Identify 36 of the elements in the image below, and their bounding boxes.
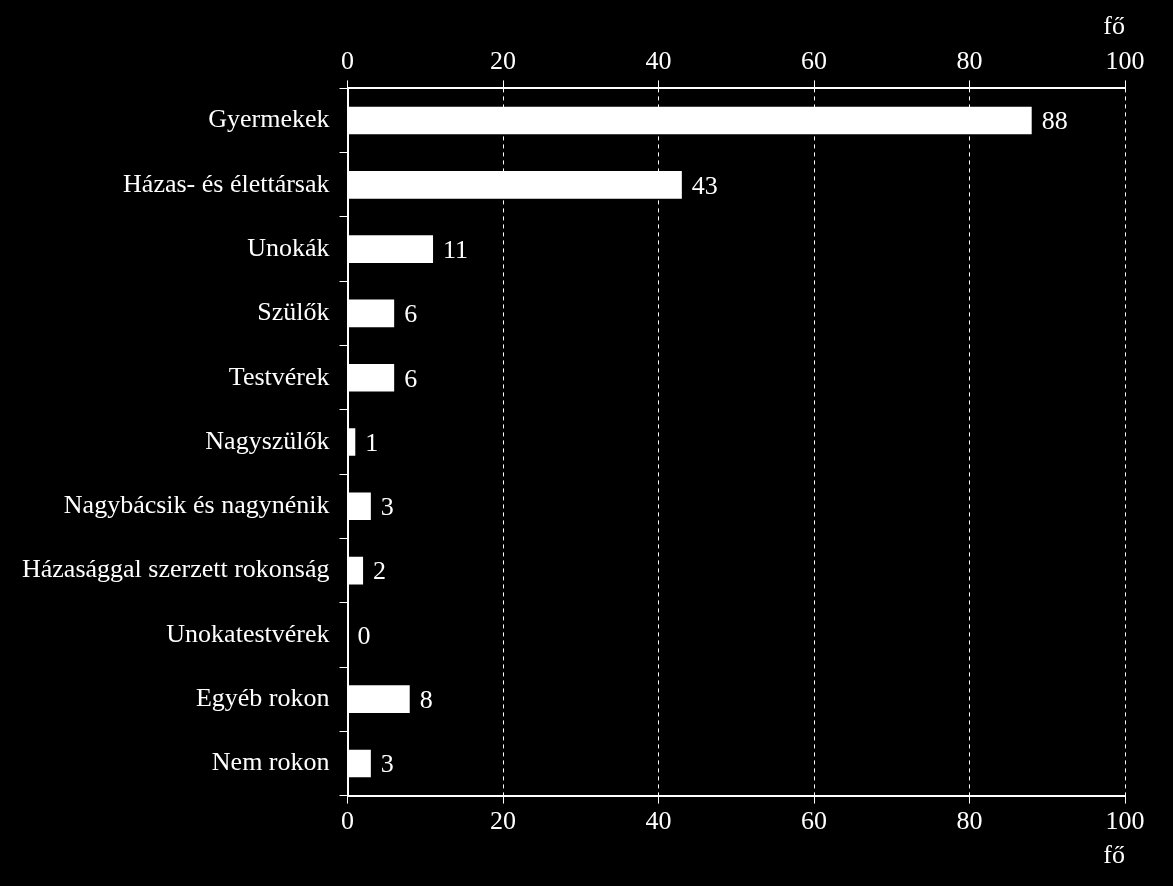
data-label: 2 [373, 556, 387, 586]
data-label: 0 [357, 620, 371, 650]
y-tick-label: Unokák [247, 232, 330, 262]
x2-tick-label: 60 [801, 806, 828, 836]
y-tick-label: Nagyszülők [205, 425, 330, 455]
x-tick-label: 20 [490, 45, 517, 75]
x2-tick-label: 40 [645, 806, 672, 836]
y-tick-label: Nem rokon [211, 747, 330, 777]
y-tick-label: Házas- és élettársak [123, 168, 330, 198]
x2-tick-label: 20 [490, 806, 517, 836]
x2-tick-label: 0 [341, 806, 355, 836]
y-tick-label: Házasággal szerzett rokonság [21, 554, 330, 584]
x2-tick-label: 100 [1105, 806, 1145, 836]
y-tick-label: Testvérek [228, 361, 330, 391]
data-label: 43 [691, 170, 718, 200]
x-axis-title: fő [1103, 840, 1125, 870]
data-label: 8 [419, 684, 433, 714]
data-label: 6 [404, 299, 418, 329]
y-tick-label: Unokatestvérek [166, 618, 330, 648]
data-label: 88 [1041, 106, 1068, 136]
y-tick-label: Egyéb rokon [195, 682, 330, 712]
x2-tick-label: 80 [956, 806, 983, 836]
x-tick-label: 40 [645, 45, 672, 75]
data-label: 11 [443, 234, 469, 264]
x-tick-label: 0 [341, 45, 355, 75]
y-tick-label: Nagybácsik és nagynénik [63, 490, 330, 520]
x-tick-label: 100 [1105, 45, 1145, 75]
x-tick-label: 80 [956, 45, 983, 75]
data-label: 1 [365, 427, 379, 457]
y-tick-label: Szülők [257, 297, 330, 327]
data-label: 3 [380, 492, 394, 522]
x2-axis-title: fő [1103, 11, 1125, 41]
y-tick-label: Gyermekek [208, 104, 330, 134]
data-label: 6 [404, 363, 418, 393]
data-label: 3 [380, 749, 394, 779]
x-tick-label: 60 [801, 45, 828, 75]
